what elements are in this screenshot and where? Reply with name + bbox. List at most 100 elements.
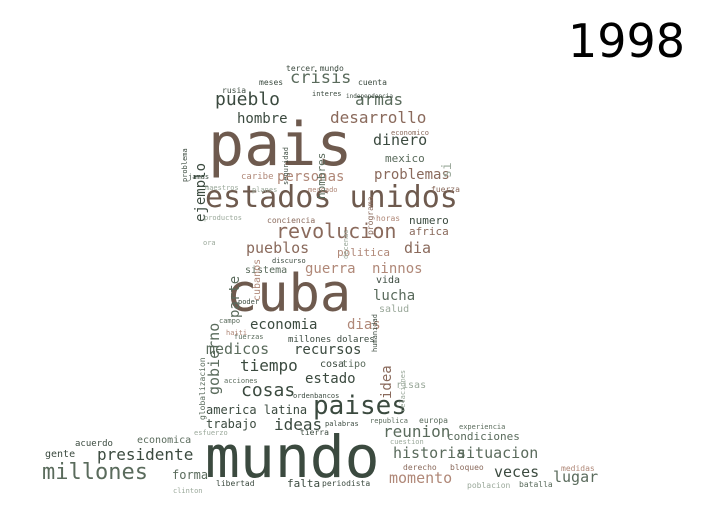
cloud-word: ejemplo (193, 162, 209, 222)
cloud-word: pais (208, 110, 353, 180)
cloud-word: risas (396, 380, 427, 391)
cloud-word: forma (172, 468, 209, 482)
cloud-word: programa (366, 196, 375, 236)
cloud-word: situacion (457, 444, 539, 462)
cloud-word: crisis (290, 68, 352, 88)
cloud-word: ora (203, 239, 216, 247)
cloud-word: seguridad (282, 146, 290, 185)
cloud-word: clinton (173, 487, 203, 495)
cloud-word: estado (305, 371, 356, 387)
cloud-word: maestros (205, 184, 239, 192)
cloud-word: salud (379, 304, 410, 315)
cloud-word: tercer mundo (286, 64, 344, 73)
cloud-word: condiciones (447, 430, 520, 443)
cloud-word: horas (376, 214, 401, 223)
cloud-word: tipo (342, 359, 367, 370)
cloud-word: medicos (206, 340, 270, 358)
year-title: 1998 (568, 14, 686, 68)
cloud-word: ordenbancos (293, 392, 340, 400)
cloud-word: presidente (97, 445, 194, 464)
cloud-word: cosa (320, 359, 345, 370)
cloud-word: america latina (206, 403, 308, 417)
cloud-word: problemas (374, 167, 450, 183)
cloud-word: periodista (322, 479, 371, 488)
cloud-word: meses (259, 78, 284, 87)
cloud-word: mercado (308, 186, 338, 194)
cloud-word: lucha (373, 288, 416, 304)
cloud-word: gente (45, 449, 76, 460)
cloud-word: fuerza (431, 185, 460, 194)
cloud-word: tiempo (240, 356, 298, 375)
cloud-word: medidas (561, 464, 595, 473)
cloud-word: dinero (373, 131, 428, 149)
cloud-word: idea (379, 364, 395, 399)
cloud-word: reunion (383, 422, 451, 441)
cloud-word: lugar (553, 468, 599, 486)
cloud-word: tierra (300, 428, 329, 437)
cloud-word: cuba (226, 264, 352, 324)
cloud-word: economica (137, 435, 192, 446)
cloud-word: gobierno (205, 322, 223, 395)
cloud-word: paises (313, 391, 407, 421)
cloud-word: pueblo (215, 89, 281, 110)
cloud-word: numero (409, 214, 449, 227)
cloud-word: millones (42, 460, 148, 485)
cloud-word: armas (355, 90, 404, 109)
cloud-word: dias (347, 317, 381, 333)
cloud-word: pueblos (246, 239, 310, 257)
cloud-word: ideas (274, 415, 323, 434)
cloud-word: cuestion (390, 438, 424, 446)
cloud-word: millones dolares (288, 335, 375, 345)
cloud-word: interes (312, 90, 342, 98)
cloud-word: recursos (294, 342, 362, 358)
cloud-word: mexico (385, 152, 425, 165)
cloud-word: revolucion (276, 219, 397, 243)
cloud-word: derecho (403, 463, 437, 472)
cloud-word: jamas (188, 173, 210, 181)
cloud-word: cubanos (252, 258, 263, 301)
cloud-word: poblacion (467, 481, 511, 490)
cloud-word: acuerdo (75, 439, 113, 449)
cloud-word: poder (238, 298, 260, 306)
cloud-word: haiti (226, 329, 248, 337)
cloud-word: europa (419, 416, 448, 425)
cloud-word: cuenta (358, 78, 387, 87)
cloud-word: problema (181, 147, 189, 182)
cloud-word: guerra (305, 261, 356, 277)
cloud-word: veces (494, 463, 540, 481)
cloud-word: conciencia (267, 216, 316, 225)
cloud-word: acciones (224, 377, 258, 385)
cloud-word: trabajo (206, 417, 257, 431)
cloud-word: historia (393, 444, 466, 462)
cloud-word: independencia (346, 93, 393, 100)
cloud-word: cosas (241, 380, 296, 401)
cloud-word: africa (409, 225, 449, 238)
cloud-word: economico (391, 129, 429, 137)
cloud-word: economia (250, 317, 318, 333)
cloud-word: personas (277, 169, 345, 185)
cloud-word: dia (404, 239, 432, 257)
cloud-word: falta (287, 477, 321, 490)
cloud-word: fuerzas (234, 333, 264, 341)
cloud-word: discurso (272, 257, 306, 265)
cloud-word: parte (227, 275, 243, 318)
cloud-word: globalizacion (198, 357, 207, 421)
cloud-word: campo (219, 317, 241, 325)
cloud-word: libertad (216, 479, 255, 488)
cloud-word: ninnos (372, 261, 423, 277)
cloud-word: productos (204, 214, 242, 222)
cloud-word: momento (389, 469, 453, 487)
cloud-word: politica (337, 246, 390, 259)
cloud-word: decenas (342, 229, 350, 260)
cloud-word: palabras (325, 420, 359, 428)
cloud-word: experiencia (459, 423, 506, 431)
cloud-word: mundo (205, 423, 380, 491)
cloud-word: humanidad (371, 313, 379, 352)
cloud-word: desarrollo (330, 108, 427, 127)
cloud-word: vida (376, 275, 401, 286)
cloud-word: planes (252, 186, 278, 194)
cloud-word: rusia (222, 86, 247, 95)
cloud-word: hombre (237, 111, 288, 127)
cloud-word: si (440, 161, 455, 178)
